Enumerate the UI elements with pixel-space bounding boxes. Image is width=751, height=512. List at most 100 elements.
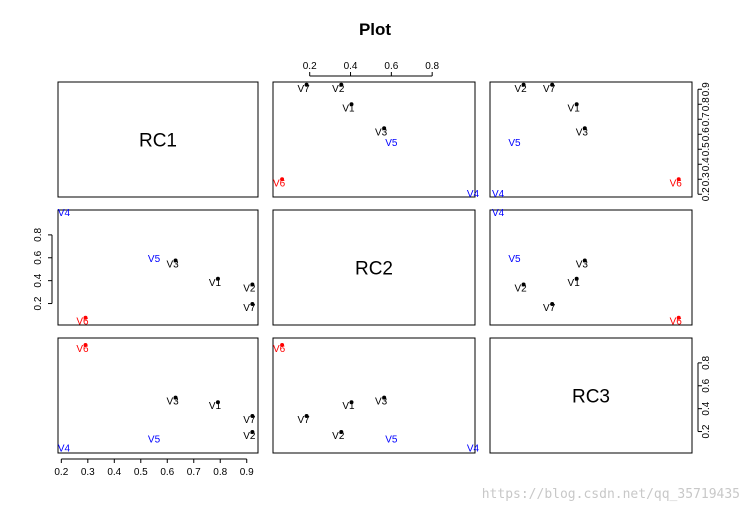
point-marker-v1 xyxy=(215,400,220,405)
point-label-v7: V7 xyxy=(243,415,256,426)
point-label-v1: V1 xyxy=(342,401,355,412)
point-label-v7: V7 xyxy=(543,84,556,95)
panel-rc1-rc3 xyxy=(489,81,693,198)
point-marker-v3 xyxy=(382,126,387,131)
watermark: https://blog.csdn.net/qq_35719435 xyxy=(482,487,740,502)
tick-label-top: 0.2 xyxy=(303,61,317,72)
tick-label-right: 0.5 xyxy=(701,142,712,156)
point-label-v5: V5 xyxy=(508,254,521,265)
point-marker-v2 xyxy=(521,82,526,87)
tick-label-right: 0.6 xyxy=(701,378,712,392)
point-label-v1: V1 xyxy=(568,278,581,289)
tick-label-right: 0.7 xyxy=(701,112,712,126)
tick-label-left: 0.8 xyxy=(33,227,44,241)
tick-label-left: 0.6 xyxy=(33,250,44,264)
point-label-v2: V2 xyxy=(514,84,527,95)
point-label-v6: V6 xyxy=(76,344,89,355)
tick-label-bottom: 0.9 xyxy=(240,467,254,478)
panel-rc3-rc2 xyxy=(272,337,476,454)
point-label-v2: V2 xyxy=(514,284,527,295)
point-label-v7: V7 xyxy=(297,84,310,95)
point-marker-v2 xyxy=(339,429,344,434)
tick-label-right: 0.4 xyxy=(701,157,712,171)
chart-title: Plot xyxy=(359,20,391,39)
tick-label-right: 0.4 xyxy=(701,401,712,415)
tick-label-right: 0.9 xyxy=(701,82,712,96)
point-marker-v3 xyxy=(582,126,587,131)
point-label-v3: V3 xyxy=(166,397,179,408)
diagonal-label-rc2: RC2 xyxy=(355,259,393,280)
point-label-v4: V4 xyxy=(467,444,480,455)
tick-label-bottom: 0.8 xyxy=(213,467,227,478)
point-label-v6: V6 xyxy=(670,317,683,328)
point-marker-v6 xyxy=(676,315,681,320)
panel-rc1-rc1 xyxy=(57,81,259,198)
tick-label-bottom: 0.7 xyxy=(187,467,201,478)
point-marker-v3 xyxy=(582,258,587,263)
point-marker-v3 xyxy=(173,395,178,400)
point-marker-v1 xyxy=(574,276,579,281)
point-marker-v7 xyxy=(250,301,255,306)
point-marker-v7 xyxy=(550,301,555,306)
point-marker-v7 xyxy=(250,413,255,418)
point-marker-v1 xyxy=(349,102,354,107)
point-label-v4: V4 xyxy=(492,208,505,219)
panel-rc1-rc2 xyxy=(272,81,476,198)
point-label-v3: V3 xyxy=(576,127,589,138)
panel-rc2-rc1 xyxy=(57,209,259,326)
point-marker-v6 xyxy=(280,343,285,348)
point-label-v3: V3 xyxy=(576,259,589,270)
point-label-v5: V5 xyxy=(508,138,521,149)
point-label-v5: V5 xyxy=(148,254,161,265)
point-label-v6: V6 xyxy=(273,178,286,189)
point-marker-v6 xyxy=(83,343,88,348)
point-marker-v7 xyxy=(550,82,555,87)
point-label-v1: V1 xyxy=(209,278,222,289)
tick-label-bottom: 0.5 xyxy=(134,467,148,478)
tick-label-left: 0.4 xyxy=(33,273,44,287)
point-label-v6: V6 xyxy=(76,317,89,328)
point-marker-v3 xyxy=(173,258,178,263)
tick-label-bottom: 0.6 xyxy=(160,467,174,478)
point-label-v3: V3 xyxy=(375,127,388,138)
tick-label-right: 0.2 xyxy=(701,424,712,438)
tick-label-right: 0.2 xyxy=(701,187,712,201)
tick-label-top: 0.8 xyxy=(425,61,439,72)
point-marker-v6 xyxy=(280,177,285,182)
diagonal-label-rc1: RC1 xyxy=(139,131,177,152)
tick-label-top: 0.6 xyxy=(384,61,398,72)
point-marker-v2 xyxy=(521,282,526,287)
tick-label-right: 0.8 xyxy=(701,355,712,369)
point-marker-v7 xyxy=(304,82,309,87)
point-label-v4: V4 xyxy=(467,189,480,200)
point-label-v5: V5 xyxy=(385,434,398,445)
point-marker-v3 xyxy=(382,395,387,400)
point-label-v1: V1 xyxy=(209,401,222,412)
panel-rc3-rc1 xyxy=(57,337,259,454)
point-label-v5: V5 xyxy=(385,138,398,149)
tick-label-bottom: 0.4 xyxy=(107,467,121,478)
point-label-v1: V1 xyxy=(342,103,355,114)
point-label-v2: V2 xyxy=(332,84,345,95)
panel-rc3-rc3 xyxy=(489,337,693,454)
point-marker-v6 xyxy=(83,315,88,320)
point-marker-v6 xyxy=(676,177,681,182)
point-label-v7: V7 xyxy=(243,303,256,314)
point-marker-v2 xyxy=(250,282,255,287)
point-label-v2: V2 xyxy=(243,431,256,442)
point-marker-v7 xyxy=(304,413,309,418)
point-marker-v2 xyxy=(339,82,344,87)
tick-label-bottom: 0.3 xyxy=(81,467,95,478)
tick-label-right: 0.3 xyxy=(701,172,712,186)
point-marker-v1 xyxy=(574,102,579,107)
panel-rc2-rc3 xyxy=(489,209,693,326)
point-label-v7: V7 xyxy=(297,415,310,426)
point-label-v7: V7 xyxy=(543,303,556,314)
point-label-v6: V6 xyxy=(670,178,683,189)
point-label-v6: V6 xyxy=(273,344,286,355)
tick-label-left: 0.2 xyxy=(33,296,44,310)
tick-label-bottom: 0.2 xyxy=(54,467,68,478)
point-label-v3: V3 xyxy=(375,397,388,408)
point-label-v3: V3 xyxy=(166,259,179,270)
